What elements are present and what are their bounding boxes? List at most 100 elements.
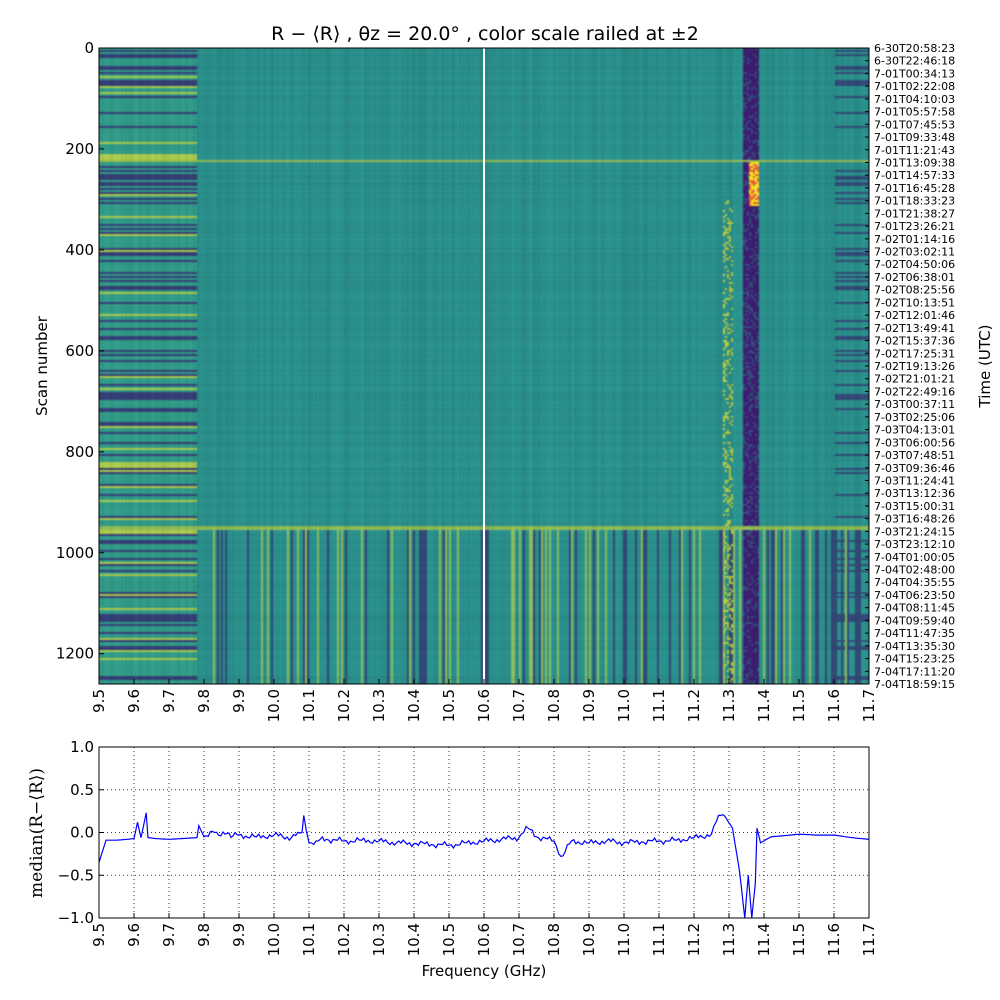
time-tick-label: 7-04T11:47:35 [874, 627, 955, 640]
heatmap-x-ticks: 9.5 9.6 9.7 9.8 9.9 10.0 10.1 10.2 10.3 10.4 10.5 1… [90, 679, 878, 722]
line-x-tick-label: 10.0 [265, 923, 283, 956]
line-x-tick-label: 10.6 [475, 923, 493, 956]
time-tick-label: 7-02T21:01:21 [874, 373, 955, 386]
time-tick-label: 7-02T15:37:36 [874, 335, 955, 348]
heatmap-y-tick-label: 200 [65, 140, 94, 158]
time-tick-label: 7-02T22:49:16 [874, 385, 955, 398]
line-plot-y-ticks: 1.0 0.5 0.0 −0.5 −1.0 [58, 738, 104, 927]
time-tick-label: 7-01T21:38:27 [874, 207, 955, 220]
heatmap-y-tick-label: 0 [84, 39, 94, 57]
heatmap-time-ticks: 6-30T20:58:236-30T22:46:187-01T00:34:137… [865, 42, 955, 691]
time-tick-label: 7-03T21:24:15 [874, 525, 955, 538]
time-tick-label: 7-01T23:26:21 [874, 220, 955, 233]
line-x-tick-label: 9.6 [125, 923, 143, 947]
heatmap-x-tick-label: 11.3 [720, 689, 738, 722]
heatmap-y-label: Scan number [33, 315, 51, 416]
time-tick-label: 7-01T18:33:23 [874, 195, 955, 208]
line-x-tick-label: 11.0 [615, 923, 633, 956]
time-tick-label: 7-04T06:23:50 [874, 589, 955, 602]
time-tick-label: 7-02T03:02:11 [874, 246, 955, 259]
line-plot-x-label: Frequency (GHz) [422, 962, 547, 980]
time-tick-label: 7-04T08:11:45 [874, 602, 955, 615]
heatmap-x-tick-label: 10.4 [405, 689, 423, 722]
line-y-tick-label: 0.0 [70, 824, 94, 842]
heatmap-y-tick-label: 1200 [56, 645, 94, 663]
time-tick-label: 7-03T02:25:06 [874, 411, 955, 424]
time-tick-label: 7-02T01:14:16 [874, 233, 955, 246]
time-tick-label: 7-01T00:34:13 [874, 67, 955, 80]
line-x-tick-label: 10.5 [440, 923, 458, 956]
time-tick-label: 7-04T17:11:20 [874, 665, 955, 678]
line-x-tick-label: 11.6 [825, 923, 843, 956]
time-tick-label: 7-02T08:25:56 [874, 284, 955, 297]
line-x-tick-label: 11.1 [650, 923, 668, 956]
time-tick-label: 7-02T04:50:06 [874, 258, 955, 271]
line-x-tick-label: 11.4 [755, 923, 773, 956]
time-tick-label: 7-02T13:49:41 [874, 322, 955, 335]
line-x-tick-label: 10.8 [545, 923, 563, 956]
line-y-tick-label: −1.0 [58, 909, 94, 927]
heatmap-x-tick-label: 10.9 [580, 689, 598, 722]
time-tick-label: 7-03T06:00:56 [874, 436, 955, 449]
time-tick-label: 7-02T19:13:26 [874, 360, 955, 373]
heatmap-x-tick-label: 9.5 [90, 689, 108, 713]
line-x-tick-label: 9.5 [90, 923, 108, 947]
time-tick-label: 7-01T02:22:08 [874, 80, 955, 93]
line-x-tick-label: 10.2 [335, 923, 353, 956]
line-x-tick-label: 11.7 [860, 923, 878, 956]
median-series-line [98, 812, 870, 919]
heatmap-y-tick-label: 400 [65, 241, 94, 259]
heatmap-y-tick-label: 1000 [56, 544, 94, 562]
heatmap-x-tick-label: 10.6 [475, 689, 493, 722]
heatmap-x-tick-label: 10.2 [335, 689, 353, 722]
heatmap-x-tick-label: 9.6 [125, 689, 143, 713]
line-x-tick-label: 9.7 [160, 923, 178, 947]
time-tick-label: 7-03T09:36:46 [874, 462, 955, 475]
line-y-tick-label: 1.0 [70, 738, 94, 756]
time-tick-label: 7-03T23:12:10 [874, 538, 955, 551]
line-plot-y-label: median(R−⟨R⟩) [27, 768, 47, 898]
heatmap-x-tick-label: 9.8 [195, 689, 213, 713]
line-y-tick-label: −0.5 [58, 866, 94, 884]
heatmap-x-tick-label: 9.9 [230, 689, 248, 713]
heatmap-x-tick-label: 11.0 [615, 689, 633, 722]
time-tick-label: 7-02T17:25:31 [874, 347, 955, 360]
time-tick-label: 7-01T16:45:28 [874, 182, 955, 195]
heatmap-x-tick-label: 10.5 [440, 689, 458, 722]
line-x-tick-label: 9.9 [230, 923, 248, 947]
time-tick-label: 7-02T06:38:01 [874, 271, 955, 284]
time-tick-label: 7-03T04:13:01 [874, 424, 955, 437]
heatmap-x-tick-label: 10.8 [545, 689, 563, 722]
line-x-tick-label: 10.3 [370, 923, 388, 956]
heatmap-x-tick-label: 11.2 [685, 689, 703, 722]
time-tick-label: 7-04T09:59:40 [874, 614, 955, 627]
heatmap-x-tick-label: 10.1 [300, 689, 318, 722]
line-y-tick-label: 0.5 [70, 781, 94, 799]
heatmap-x-tick-label: 11.1 [650, 689, 668, 722]
line-x-tick-label: 10.4 [405, 923, 423, 956]
heatmap [99, 48, 869, 684]
time-tick-label: 7-03T13:12:36 [874, 487, 955, 500]
line-plot-series [98, 812, 870, 919]
heatmap-y-ticks: 0 200 400 600 800 1000 1200 [56, 39, 104, 663]
time-tick-label: 7-04T04:35:55 [874, 576, 955, 589]
line-x-tick-label: 9.8 [195, 923, 213, 947]
heatmap-x-tick-label: 11.7 [860, 689, 878, 722]
heatmap-right-y-label: Time (UTC) [976, 325, 994, 409]
time-tick-label: 7-01T04:10:03 [874, 93, 955, 106]
time-tick-label: 6-30T22:46:18 [874, 55, 955, 68]
time-tick-label: 7-02T10:13:51 [874, 296, 955, 309]
time-tick-label: 7-03T15:00:31 [874, 500, 955, 513]
line-x-tick-label: 11.5 [790, 923, 808, 956]
line-x-tick-label: 10.9 [580, 923, 598, 956]
time-tick-label: 7-04T13:35:30 [874, 640, 955, 653]
heatmap-y-tick-label: 800 [65, 443, 94, 461]
time-tick-label: 7-03T16:48:26 [874, 513, 955, 526]
time-tick-label: 7-01T05:57:58 [874, 106, 955, 119]
time-tick-label: 7-04T02:48:00 [874, 564, 955, 577]
time-tick-label: 7-04T01:00:05 [874, 551, 955, 564]
heatmap-x-tick-label: 11.5 [790, 689, 808, 722]
heatmap-x-tick-label: 11.6 [825, 689, 843, 722]
time-tick-label: 7-01T09:33:48 [874, 131, 955, 144]
